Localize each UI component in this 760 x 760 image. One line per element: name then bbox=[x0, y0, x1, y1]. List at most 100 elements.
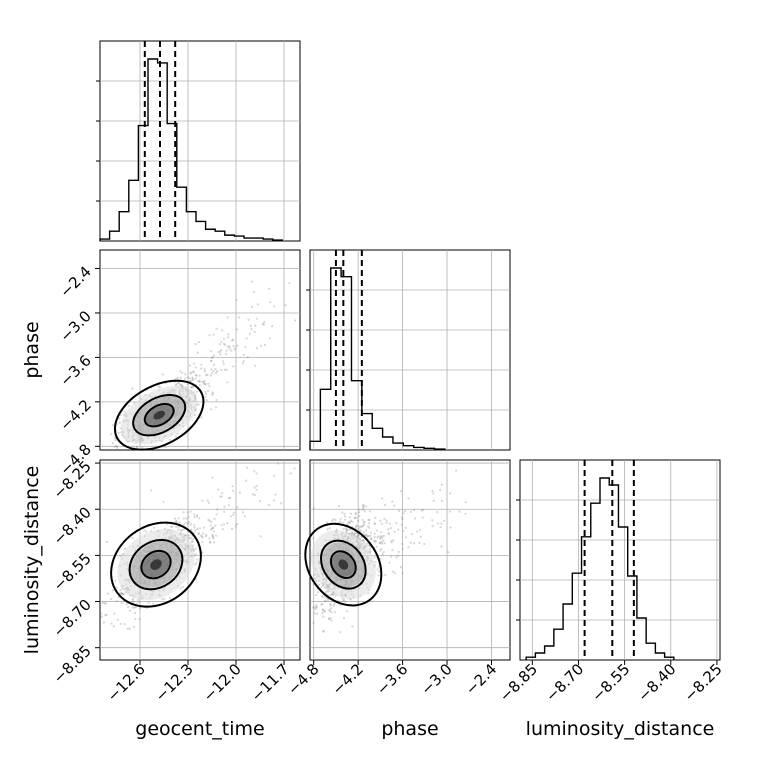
x-tick-label: −12.3 bbox=[152, 660, 197, 705]
scatter-point bbox=[205, 399, 208, 402]
scatter-point bbox=[178, 521, 181, 524]
scatter-point bbox=[210, 408, 213, 411]
scatter-point bbox=[369, 531, 372, 534]
scatter-point bbox=[204, 390, 207, 394]
scatter-point bbox=[223, 523, 226, 526]
scatter-point bbox=[397, 528, 400, 531]
scatter-point bbox=[135, 445, 138, 448]
scatter-point bbox=[161, 373, 164, 376]
scatter-point bbox=[382, 539, 385, 542]
scatter-point bbox=[323, 596, 326, 599]
scatter-point bbox=[254, 364, 257, 367]
scatter-point bbox=[221, 492, 224, 495]
scatter-point bbox=[121, 592, 124, 595]
scatter-point bbox=[432, 492, 435, 495]
scatter-point bbox=[236, 344, 239, 347]
scatter-point bbox=[389, 527, 392, 530]
scatter-point bbox=[379, 557, 382, 560]
scatter-point bbox=[168, 438, 171, 441]
scatter-point bbox=[228, 345, 231, 348]
scatter-point bbox=[359, 525, 363, 528]
y-tick-label: −3.0 bbox=[56, 307, 94, 345]
scatter-point bbox=[100, 612, 103, 615]
scatter-point bbox=[312, 537, 315, 540]
scatter-point bbox=[373, 532, 376, 535]
scatter-point bbox=[223, 368, 226, 371]
scatter-point bbox=[315, 612, 319, 616]
scatter-point bbox=[384, 573, 387, 577]
scatter-point bbox=[215, 327, 218, 330]
scatter-point bbox=[203, 370, 206, 373]
scatter-point bbox=[214, 367, 217, 371]
scatter-point bbox=[387, 528, 390, 531]
scatter-point bbox=[315, 593, 318, 597]
scatter-point bbox=[125, 603, 129, 606]
scatter-point bbox=[323, 599, 327, 603]
scatter-point bbox=[163, 445, 167, 448]
scatter-point bbox=[200, 535, 203, 538]
scatter-point bbox=[200, 416, 203, 419]
x-tick-label: −8.70 bbox=[542, 660, 587, 705]
scatter-point bbox=[188, 364, 191, 367]
scatter-point bbox=[105, 613, 108, 616]
scatter-point bbox=[222, 362, 225, 365]
contour-level-inner bbox=[113, 379, 205, 451]
scatter-point bbox=[197, 341, 200, 344]
scatter-point bbox=[242, 353, 246, 356]
scatter-point bbox=[362, 539, 365, 542]
panel-frame bbox=[309, 459, 511, 661]
scatter-point bbox=[223, 510, 226, 513]
scatter-point bbox=[421, 516, 424, 519]
y-tick-label: −4.2 bbox=[56, 396, 94, 434]
scatter-point bbox=[390, 541, 393, 544]
scatter-point bbox=[259, 535, 262, 538]
scatter-point bbox=[315, 606, 318, 609]
scatter-point bbox=[133, 606, 136, 609]
scatter-point bbox=[215, 513, 218, 516]
scatter-point bbox=[157, 385, 160, 388]
scatter-point bbox=[399, 566, 402, 569]
x-axis-label-phase: phase bbox=[381, 718, 438, 740]
scatter-point bbox=[455, 469, 458, 472]
scatter-point bbox=[104, 602, 107, 605]
scatter-point bbox=[317, 583, 321, 587]
x-tick-label: −2.4 bbox=[462, 660, 500, 698]
panel-frame bbox=[99, 40, 301, 242]
scatter-point bbox=[208, 334, 211, 337]
scatter-point bbox=[288, 282, 291, 285]
y-axis-label-phase: phase bbox=[21, 321, 43, 378]
scatter-point bbox=[211, 536, 214, 539]
scatter-point bbox=[195, 390, 198, 393]
scatter-point bbox=[263, 343, 266, 346]
scatter-point bbox=[232, 489, 235, 492]
scatter-point bbox=[123, 410, 126, 413]
scatter-point bbox=[369, 538, 373, 541]
scatter-point bbox=[131, 599, 135, 602]
scatter-point bbox=[181, 529, 184, 532]
scatter-point bbox=[354, 511, 357, 515]
scatter-point bbox=[190, 379, 193, 382]
scatter-point bbox=[227, 333, 230, 336]
panel-frame bbox=[519, 459, 721, 661]
scatter-point bbox=[190, 528, 193, 531]
scatter-point bbox=[362, 521, 365, 524]
contour-level-outer bbox=[143, 402, 175, 428]
y-axis-label-luminosity-distance: luminosity_distance bbox=[21, 466, 43, 655]
scatter-point bbox=[210, 528, 213, 531]
scatter-point bbox=[385, 521, 388, 524]
scatter-point bbox=[168, 597, 171, 600]
scatter-point bbox=[213, 541, 216, 544]
scatter-point bbox=[153, 526, 156, 529]
scatter-point bbox=[353, 516, 356, 519]
scatter-point bbox=[202, 380, 205, 383]
scatter-point bbox=[342, 617, 346, 620]
scatter-point bbox=[189, 523, 192, 526]
scatter-point bbox=[206, 499, 209, 502]
scatter-point bbox=[328, 527, 331, 530]
scatter-point bbox=[382, 551, 385, 554]
scatter-point bbox=[202, 382, 205, 385]
scatter-point bbox=[365, 505, 368, 508]
scatter-point bbox=[194, 366, 197, 369]
scatter-point bbox=[215, 398, 218, 402]
scatter-point bbox=[225, 368, 228, 371]
